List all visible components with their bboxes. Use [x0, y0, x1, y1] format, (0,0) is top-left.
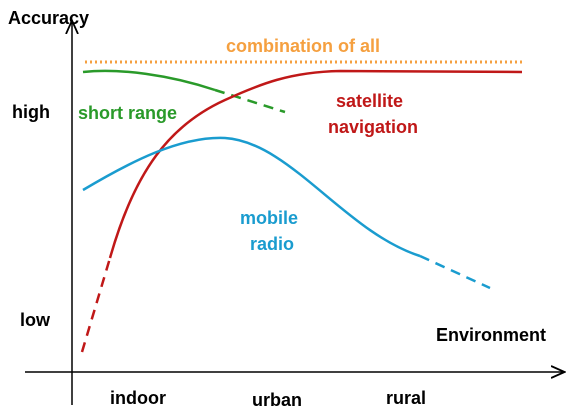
satellite-curve: [108, 69, 523, 259]
combination-label: combination of all: [226, 36, 380, 56]
x-axis-label: Environment: [436, 325, 546, 345]
satellite-label: navigation: [328, 117, 418, 137]
y-high: high: [12, 102, 50, 122]
x-category: urban: [252, 390, 302, 410]
x-category: rural: [386, 388, 426, 408]
x-category: indoor: [110, 388, 166, 408]
y-axis-label: Accuracy: [8, 8, 89, 28]
short-range-label: short range: [78, 103, 177, 123]
mobile-dashed: [419, 254, 491, 290]
short-range-dashed: [214, 88, 286, 114]
satellite-dashed: [80, 257, 112, 353]
mobile-curve: [82, 136, 421, 258]
satellite-label: satellite: [336, 91, 403, 111]
short-range-curve: [82, 69, 216, 92]
mobile-label: mobile: [240, 208, 298, 228]
y-low: low: [20, 310, 51, 330]
mobile-label: radio: [250, 234, 294, 254]
